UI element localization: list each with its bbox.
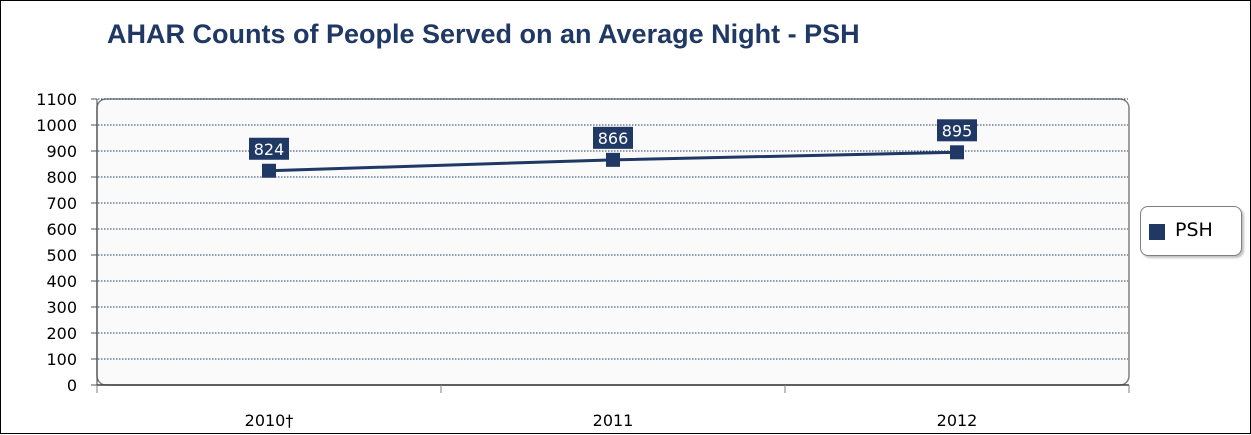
y-tick-label: 600 [46, 220, 77, 239]
data-point [262, 163, 276, 178]
data-label: 895 [942, 121, 973, 140]
chart-title: AHAR Counts of People Served on an Avera… [107, 19, 860, 49]
x-tick-label: 2010† [245, 411, 294, 430]
chart-legend: PSH [1140, 206, 1242, 256]
y-tick-label: 300 [46, 298, 77, 317]
data-label: 866 [598, 129, 629, 148]
y-tick-label: 100 [46, 350, 77, 369]
x-tick-label: 2011 [593, 411, 634, 430]
legend-label-psh: PSH [1175, 219, 1213, 241]
y-tick-label: 800 [46, 168, 77, 187]
y-tick-label: 1000 [36, 116, 77, 135]
y-tick-label: 500 [46, 246, 77, 265]
y-tick-label: 1100 [36, 90, 77, 109]
data-point [950, 145, 964, 160]
y-tick-label: 700 [46, 194, 77, 213]
data-point [606, 152, 620, 167]
y-tick-label: 400 [46, 272, 77, 291]
data-label-box [593, 126, 633, 149]
y-tick-label: 200 [46, 324, 77, 343]
data-label-box [249, 137, 289, 160]
data-label: 824 [254, 140, 285, 159]
data-label-box [937, 119, 977, 142]
y-tick-label: 900 [46, 142, 77, 161]
y-tick-label: 0 [67, 376, 77, 395]
legend-marker-psh [1149, 224, 1165, 240]
x-tick-label: 2012 [937, 411, 978, 430]
